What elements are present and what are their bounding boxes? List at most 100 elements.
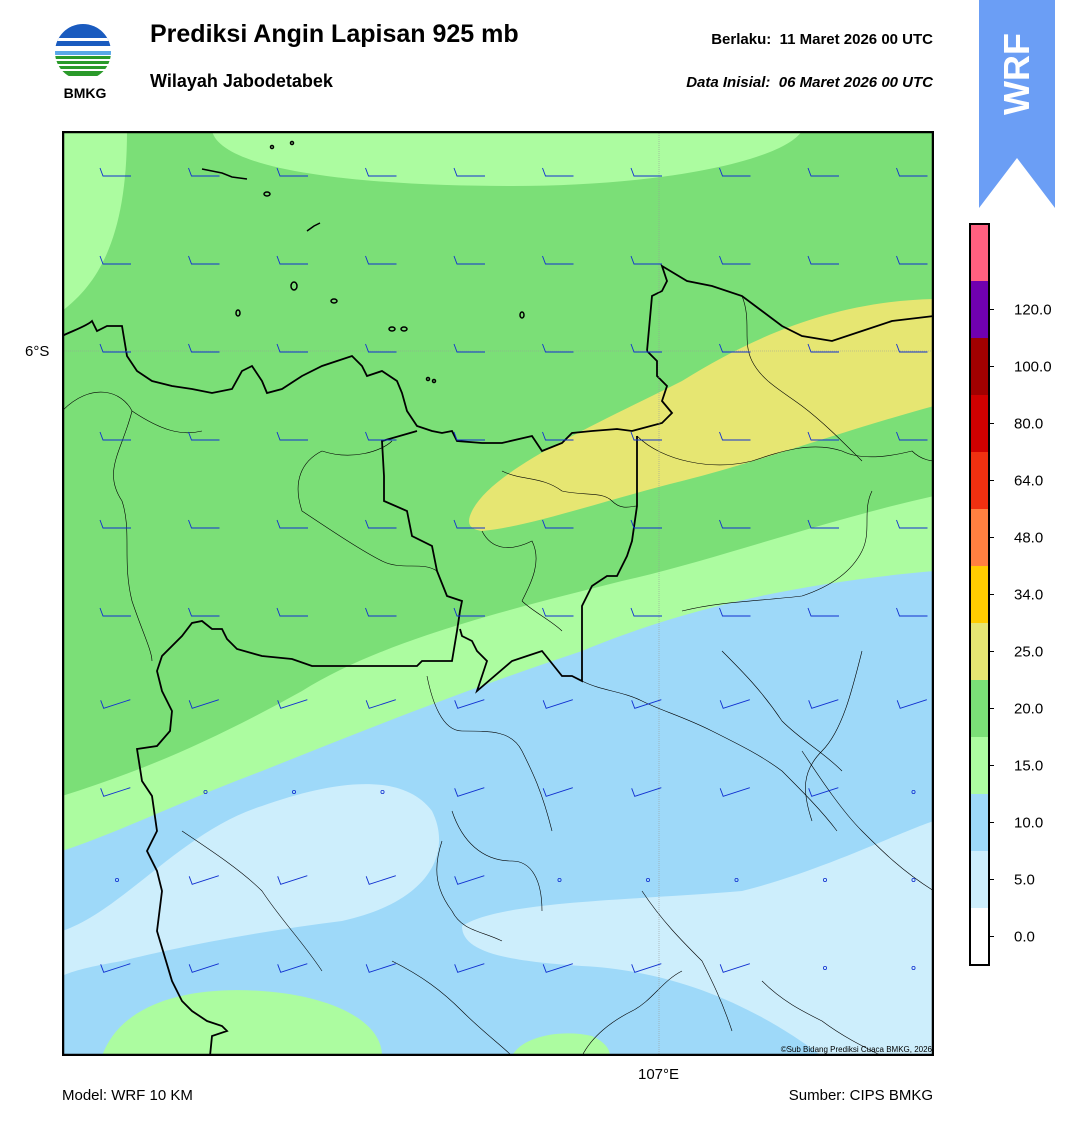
wind-barb — [896, 343, 928, 353]
map-title: Prediksi Angin Lapisan 925 mb — [150, 20, 519, 48]
wind-barb — [542, 343, 574, 353]
wind-barb — [719, 963, 750, 973]
calm-marker — [557, 878, 562, 883]
wind-barb — [631, 787, 662, 797]
wind-barb — [807, 607, 839, 617]
copyright-text: ©Sub Bidang Prediksi Cuaca BMKG, 2026 — [780, 1045, 932, 1054]
colorbar-tick-label: 64.0 — [1014, 473, 1043, 490]
band-20-25 — [469, 299, 934, 531]
wind-barb — [807, 255, 839, 265]
wind-barb — [188, 699, 219, 709]
wind-barb — [454, 963, 485, 973]
region-subtitle: Wilayah Jabodetabek — [150, 71, 333, 91]
wind-barb — [807, 519, 839, 529]
wind-barb — [542, 255, 574, 265]
regency-borders — [62, 295, 934, 1056]
wind-barb — [276, 167, 308, 177]
init-time: Data Inisial: 06 Maret 2026 00 UTC — [686, 74, 933, 91]
wind-speed-colorbar: 0.0 5.0 10.0 15.0 20.0 25.0 34.0 48.0 64.0 80.0 10… — [962, 222, 1072, 967]
wind-barb — [630, 607, 662, 617]
wind-barb — [99, 519, 131, 529]
wind-barb — [719, 519, 751, 529]
wind-barb — [365, 343, 397, 353]
wind-barb — [188, 875, 219, 885]
wind-barb — [630, 167, 662, 177]
wind-barb — [719, 255, 751, 265]
wind-barb — [188, 519, 220, 529]
calm-marker — [911, 878, 916, 883]
wind-barb — [99, 431, 131, 441]
colorbar-tick-label: 48.0 — [1014, 530, 1043, 547]
wind-barbs — [99, 167, 928, 973]
colorbar-segment — [970, 908, 989, 965]
colorbar-segment — [970, 452, 989, 509]
colorbar-tick-label: 80.0 — [1014, 416, 1043, 433]
calm-marker — [291, 790, 296, 795]
colorbar-segment — [970, 737, 989, 794]
wind-barb — [808, 699, 839, 709]
calm-marker — [203, 790, 208, 795]
wind-barb — [454, 699, 485, 709]
wind-barb — [454, 875, 485, 885]
wind-barb — [100, 963, 131, 973]
calm-marker — [823, 966, 828, 971]
colorbar-segment — [970, 509, 989, 566]
wind-barb — [100, 787, 131, 797]
province-border — [135, 430, 464, 1056]
colorbar-segment — [970, 395, 989, 452]
wind-barb — [454, 787, 485, 797]
coastline — [62, 263, 934, 453]
wind-barb — [896, 431, 928, 441]
wind-barb — [542, 787, 573, 797]
province-border-east — [459, 436, 638, 694]
init-label: Data Inisial: — [686, 74, 771, 91]
wind-barb — [453, 431, 485, 441]
wind-barb — [896, 607, 928, 617]
wind-barb — [542, 963, 573, 973]
calm-marker — [823, 878, 828, 883]
wind-barb — [365, 607, 397, 617]
wind-barb — [719, 431, 751, 441]
wind-barb — [276, 255, 308, 265]
valid-time: Berlaku: 11 Maret 2026 00 UTC — [711, 31, 933, 48]
wind-barb — [453, 255, 485, 265]
wrf-badge-text: WRF — [996, 33, 1037, 115]
wind-barb — [276, 431, 308, 441]
wind-barb — [188, 343, 220, 353]
wind-barb — [719, 167, 751, 177]
logo-text: BMKG — [64, 85, 107, 101]
wind-barb — [277, 963, 308, 973]
wind-barb — [188, 431, 220, 441]
valid-value: 11 Maret 2026 00 UTC — [779, 31, 933, 48]
band-15-20 — [62, 131, 934, 796]
wind-barb — [100, 699, 131, 709]
wind-barb — [99, 607, 131, 617]
colorbar-tick-label: 10.0 — [1014, 815, 1043, 832]
wind-barb — [630, 431, 662, 441]
calm-marker — [911, 790, 916, 795]
wind-barb — [542, 607, 574, 617]
wind-barb — [719, 699, 750, 709]
wind-barb — [719, 787, 750, 797]
wind-barb — [542, 699, 573, 709]
wind-barb — [188, 963, 219, 973]
wind-barb — [99, 255, 131, 265]
longitude-label: 107°E — [638, 1066, 680, 1083]
colorbar-segment — [970, 338, 989, 395]
colorbar-segment — [970, 851, 989, 908]
colorbar-tick-label: 34.0 — [1014, 587, 1043, 604]
wind-barb — [630, 255, 662, 265]
wind-map — [61, 130, 935, 1057]
init-value: 06 Maret 2026 00 UTC — [778, 74, 933, 91]
wind-barb — [188, 607, 220, 617]
wind-barb — [630, 519, 662, 529]
colorbar-tick-label: 100.0 — [1014, 359, 1052, 376]
wind-barb — [631, 699, 662, 709]
colorbar-segment — [970, 281, 989, 338]
colorbar-tick-label: 0.0 — [1014, 929, 1035, 946]
calm-marker — [115, 878, 120, 883]
wind-barb — [453, 519, 485, 529]
wind-barb — [807, 431, 839, 441]
colorbar-tick-label: 5.0 — [1014, 872, 1035, 889]
wind-barb — [365, 167, 397, 177]
